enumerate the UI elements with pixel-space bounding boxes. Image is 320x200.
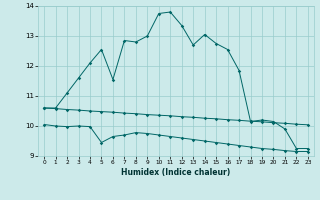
X-axis label: Humidex (Indice chaleur): Humidex (Indice chaleur) [121, 168, 231, 177]
